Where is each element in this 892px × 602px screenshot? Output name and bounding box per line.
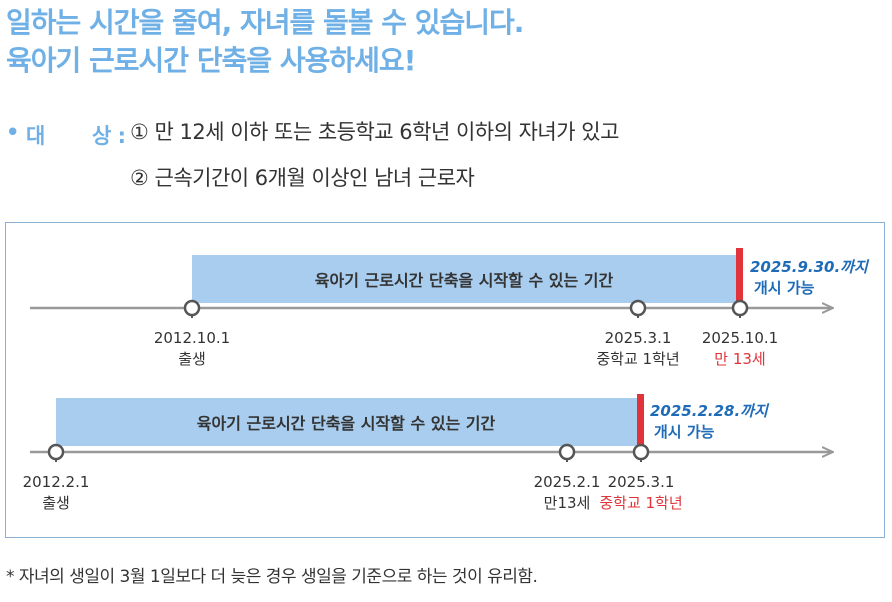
timeline-1: 육아기 근로시간 단축을 시작할 수 있는 기간 2025.9.30.까지 개시…: [30, 248, 870, 368]
timeline-1-caption-3: 만 13세: [714, 350, 765, 368]
timeline-1-point-end: 2025.10.1 만 13세: [702, 299, 778, 368]
headline: 일하는 시간을 줄여, 자녀를 돌볼 수 있습니다. 육아기 근로시간 단축을 …: [6, 4, 524, 80]
timeline-node-icon: [47, 443, 65, 461]
timeline-1-point-birth: 2012.10.1 출생: [154, 299, 230, 368]
target-label-char-1: 대: [26, 124, 45, 148]
timeline-2-deadline-marker: [637, 394, 644, 448]
headline-line-1: 일하는 시간을 줄여, 자녀를 돌볼 수 있습니다.: [6, 6, 524, 39]
timeline-2-deadline-line-1: 2025.2.28.까지: [650, 402, 770, 420]
timeline-2-caption-1: 출생: [42, 494, 70, 512]
timeline-node-icon: [629, 299, 647, 317]
target-item-2: ② 근속기간이 6개월 이상인 남녀 근로자: [130, 166, 475, 190]
timeline-node-icon: [632, 443, 650, 461]
timeline-2-date-3: 2025.3.1: [608, 473, 675, 491]
timeline-1-bar-label: 육아기 근로시간 단축을 시작할 수 있는 기간: [315, 271, 614, 290]
timeline-1-date-1: 2012.10.1: [154, 329, 230, 347]
timeline-1-deadline-line-2: 개시 가능: [754, 279, 815, 297]
timeline-1-caption-1: 출생: [178, 350, 206, 368]
timeline-1-deadline-marker: [736, 248, 743, 304]
headline-line-2: 육아기 근로시간 단축을 사용하세요!: [6, 44, 416, 77]
timeline-1-date-2: 2025.3.1: [605, 329, 672, 347]
timeline-1-bar: [192, 255, 736, 303]
timeline-2-point-birth: 2012.2.1 출생: [23, 443, 90, 512]
timeline-2-bar-label: 육아기 근로시간 단축을 시작할 수 있는 기간: [197, 414, 496, 433]
target-items: ① 만 12세 이하 또는 초등학교 6학년 이하의 자녀가 있고 ② 근속기간…: [130, 120, 619, 212]
timeline-2: 육아기 근로시간 단축을 시작할 수 있는 기간 2025.2.28.까지 개시…: [23, 394, 832, 512]
target-label-char-2: 상 :: [92, 124, 126, 148]
timeline-1-caption-2: 중학교 1학년: [596, 350, 679, 368]
bullet-icon: •: [6, 120, 19, 144]
timeline-2-point-end: 2025.3.1 중학교 1학년: [599, 443, 683, 512]
timeline-2-date-2: 2025.2.1: [534, 473, 601, 491]
target-label: • 대 상 :: [6, 120, 126, 148]
footnote: * 자녀의 생일이 3월 1일보다 더 늦은 경우 생일을 기준으로 하는 것이…: [6, 567, 538, 587]
timeline-2-point-middle: 2025.2.1 만13세: [534, 443, 601, 512]
timeline-2-caption-2: 만13세: [544, 494, 591, 512]
timeline-node-icon: [558, 443, 576, 461]
timeline-1-point-middle: 2025.3.1 중학교 1학년: [596, 299, 680, 368]
timeline-2-deadline-line-2: 개시 가능: [654, 423, 715, 441]
timeline-2-caption-3: 중학교 1학년: [599, 494, 682, 512]
timeline-node-icon: [183, 299, 201, 317]
timeline-2-bar: [56, 398, 637, 446]
timeline-2-date-1: 2012.2.1: [23, 473, 90, 491]
target-item-1: ① 만 12세 이하 또는 초등학교 6학년 이하의 자녀가 있고: [130, 120, 619, 144]
timeline-1-deadline-line-1: 2025.9.30.까지: [750, 258, 870, 276]
timeline-1-date-3: 2025.10.1: [702, 329, 778, 347]
timeline-node-icon: [731, 299, 749, 317]
